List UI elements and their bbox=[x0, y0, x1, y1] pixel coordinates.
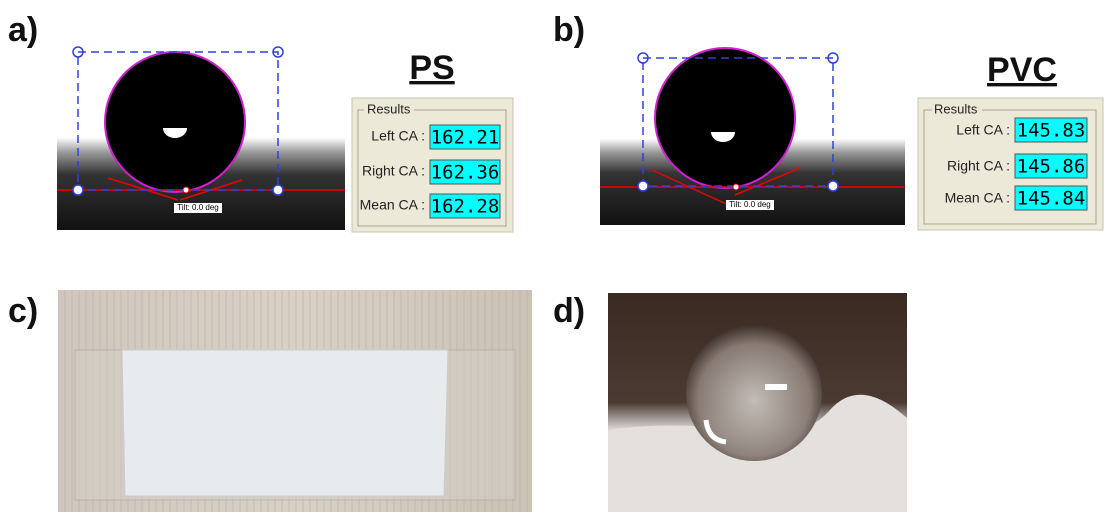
results-title: Results bbox=[934, 101, 978, 116]
result-value: 145.84 bbox=[1017, 188, 1086, 210]
droplet-photo bbox=[608, 293, 907, 512]
result-value: 162.21 bbox=[431, 127, 500, 149]
result-label: Mean CA : bbox=[945, 190, 1010, 206]
result-label: Left CA : bbox=[371, 128, 425, 144]
result-label: Right CA : bbox=[947, 158, 1010, 174]
result-value: 145.83 bbox=[1017, 120, 1086, 142]
panel-label: c) bbox=[8, 292, 38, 330]
material-title: PVC bbox=[987, 51, 1057, 89]
tilt-label: Tilt: 0.0 deg bbox=[177, 203, 219, 212]
result-value: 162.36 bbox=[431, 162, 500, 184]
result-value: 145.86 bbox=[1017, 156, 1086, 178]
result-label: Right CA : bbox=[362, 163, 425, 179]
result-label: Left CA : bbox=[956, 122, 1010, 138]
result-label: Mean CA : bbox=[360, 197, 425, 213]
material-title: PS bbox=[409, 49, 454, 87]
results-title: Results bbox=[367, 101, 411, 116]
panel-label: d) bbox=[553, 292, 585, 330]
droplet-image bbox=[600, 48, 905, 225]
panel-label: a) bbox=[8, 11, 38, 49]
sample-photo bbox=[58, 290, 532, 512]
panel-label: b) bbox=[553, 11, 585, 49]
tilt-label: Tilt: 0.0 deg bbox=[729, 200, 771, 209]
figure: a) Tilt: 0.0 deg PS Results Left CA : 16… bbox=[0, 0, 1108, 513]
result-value: 162.28 bbox=[431, 196, 500, 218]
